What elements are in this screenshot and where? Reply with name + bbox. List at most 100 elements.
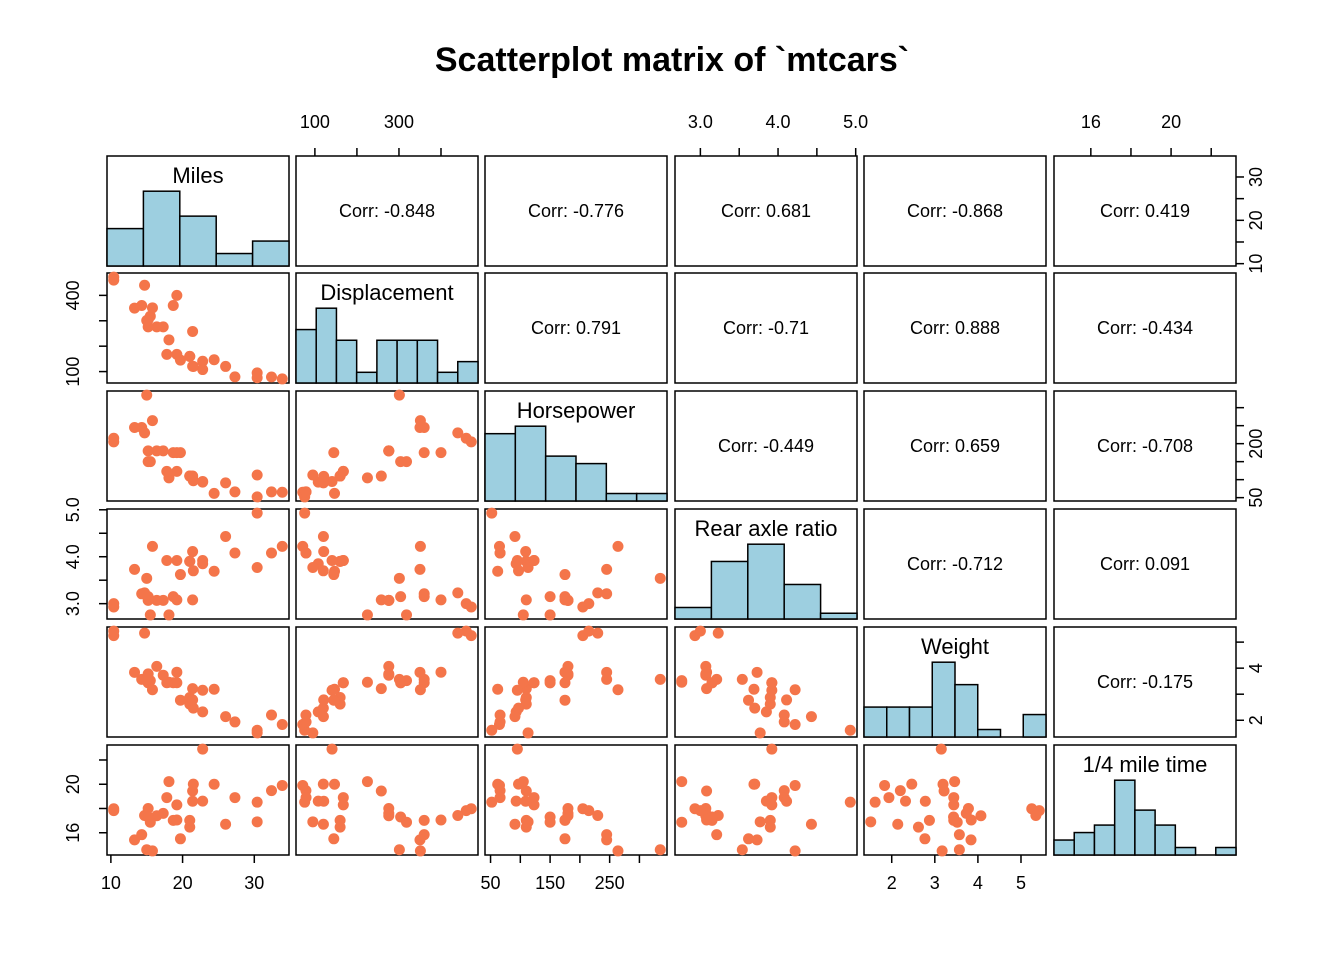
- histogram-bar-disp-0: [295, 328, 317, 384]
- histogram-bar-drat-2: [747, 543, 785, 620]
- data-point-5-0-5: [163, 776, 175, 788]
- data-point-4-0-19: [276, 719, 288, 731]
- data-point-4-2-25: [494, 716, 506, 728]
- left-tick-label-qsec-0: 16: [63, 823, 83, 843]
- panel-frame-4-5: [1053, 626, 1237, 738]
- data-point-3-1-24: [435, 594, 447, 606]
- panel-frame-3-0: [106, 508, 290, 620]
- data-point-5-0-20: [187, 778, 199, 790]
- data-point-4-1-16: [452, 627, 464, 639]
- histogram-bar-wt-5: [977, 728, 1002, 738]
- data-point-3-2-8: [511, 554, 523, 566]
- data-point-5-2-27: [522, 816, 534, 828]
- data-point-3-1-15: [460, 598, 472, 610]
- data-point-4-3-10: [766, 677, 778, 689]
- data-point-4-1-26: [317, 711, 329, 723]
- data-point-4-3-23: [751, 666, 763, 678]
- data-point-2-0-29: [174, 447, 186, 459]
- correlation-label-2-5: Corr: -0.708: [1097, 436, 1193, 456]
- data-point-3-2-15: [583, 598, 595, 610]
- data-point-5-4-30: [953, 844, 965, 856]
- data-point-1-0-31: [187, 360, 199, 372]
- data-point-5-1-15: [460, 805, 472, 817]
- correlation-label-1-5: Corr: -0.434: [1097, 318, 1193, 338]
- data-point-5-1-4: [418, 814, 430, 826]
- panel-frame-1-5: [1053, 272, 1237, 384]
- data-point-2-0-9: [171, 465, 183, 477]
- panel-frame-1-2: [484, 272, 668, 384]
- data-point-5-2-20: [513, 778, 525, 790]
- data-point-4-3-31: [781, 694, 793, 706]
- top-tick-label-disp-2: 300: [384, 112, 414, 132]
- data-point-2-0-31: [187, 470, 199, 482]
- data-point-4-3-7: [748, 683, 760, 695]
- data-point-1-0-16: [139, 279, 151, 291]
- data-point-2-0-10: [161, 465, 173, 477]
- data-point-1-0-15: [108, 274, 120, 286]
- data-point-5-4-10: [948, 792, 960, 804]
- histogram-bar-disp-7: [436, 371, 459, 384]
- data-point-4-1-25: [300, 716, 312, 728]
- data-point-3-2-29: [559, 569, 571, 581]
- panel-frame-5-4: [863, 744, 1047, 856]
- histogram-bar-hp-3: [575, 462, 608, 502]
- panel-frame-2-0: [106, 390, 290, 502]
- histogram-bar-disp-4: [376, 339, 398, 384]
- chart-title: Scatterplot matrix of `mtcars`: [435, 41, 909, 79]
- data-point-3-1-20: [317, 565, 329, 577]
- panel-frame-3-5: [1053, 508, 1237, 620]
- data-point-4-1-20: [317, 702, 329, 714]
- histogram-bar-qsec-8: [1215, 846, 1237, 856]
- data-point-5-4-25: [883, 792, 895, 804]
- histogram-bar-mpg-4: [251, 240, 290, 267]
- data-point-1-0-25: [229, 371, 241, 383]
- data-point-5-1-22: [395, 811, 407, 823]
- data-point-3-1-26: [317, 531, 329, 543]
- histogram-bar-hp-4: [605, 492, 638, 502]
- data-point-3-0-10: [161, 554, 173, 566]
- panel-frame-1-4: [863, 272, 1047, 384]
- data-point-3-2-5: [517, 609, 529, 621]
- data-point-3-2-31: [520, 546, 532, 558]
- data-point-4-2-24: [559, 666, 571, 678]
- data-point-4-3-16: [712, 627, 724, 639]
- data-point-4-0-28: [146, 684, 158, 696]
- data-point-2-0-19: [276, 486, 288, 498]
- data-point-4-2-27: [522, 727, 534, 739]
- data-point-5-3-31: [781, 795, 793, 807]
- panel-frame-2-4: [863, 390, 1047, 502]
- right-tick-label-mpg-4: 30: [1246, 167, 1266, 187]
- data-point-3-1-6: [418, 588, 430, 600]
- panel-frame-0-5: [1053, 155, 1237, 267]
- data-point-3-2-6: [601, 588, 613, 600]
- data-point-3-0-24: [171, 594, 183, 606]
- top-tick-label-drat-0: 3.0: [688, 112, 713, 132]
- variable-label-wt: Weight: [921, 634, 989, 659]
- data-point-4-3-25: [778, 716, 790, 728]
- data-point-4-3-20: [749, 702, 761, 714]
- data-point-4-3-21: [676, 675, 688, 687]
- data-point-5-2-28: [612, 845, 624, 857]
- data-point-5-0-27: [251, 816, 263, 828]
- data-point-5-4-29: [919, 833, 931, 845]
- data-point-4-0-29: [174, 694, 186, 706]
- data-point-5-2-16: [592, 810, 604, 822]
- data-point-5-1-19: [297, 779, 309, 791]
- correlation-label-0-2: Corr: -0.776: [528, 201, 624, 221]
- data-point-4-1-5: [361, 676, 373, 688]
- panel-frame-4-3: [674, 626, 858, 738]
- data-point-3-1-10: [337, 554, 349, 566]
- data-point-1-0-23: [129, 302, 141, 314]
- top-tick-label-qsec-2: 20: [1161, 112, 1181, 132]
- data-point-3-2-26: [509, 531, 521, 543]
- data-point-5-2-24: [559, 814, 571, 826]
- panel-frame-4-2: [484, 626, 668, 738]
- data-point-4-0-20: [187, 702, 199, 714]
- data-point-5-0-29: [174, 833, 186, 845]
- data-point-4-0-9: [171, 677, 183, 689]
- histogram-bar-wt-4: [954, 683, 979, 738]
- data-point-4-2-22: [544, 677, 556, 689]
- top-tick-label-drat-2: 4.0: [766, 112, 791, 132]
- data-point-5-0-22: [142, 811, 154, 823]
